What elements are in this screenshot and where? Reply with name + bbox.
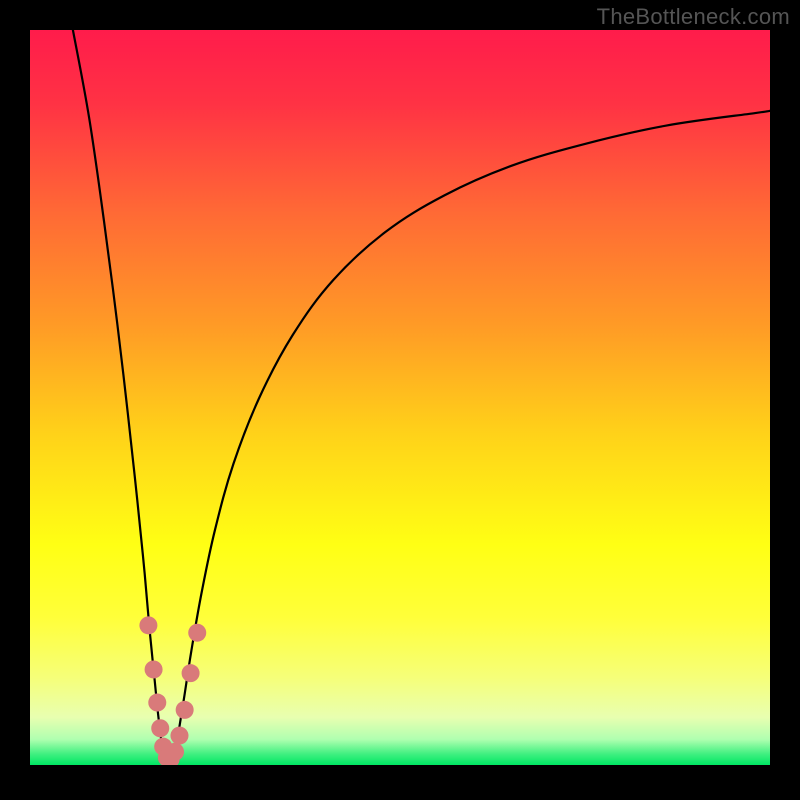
- data-marker: [182, 664, 200, 682]
- data-marker: [188, 624, 206, 642]
- watermark-text: TheBottleneck.com: [597, 4, 790, 30]
- bottleneck-chart: [0, 0, 800, 800]
- plot-background: [30, 30, 770, 765]
- data-marker: [139, 616, 157, 634]
- chart-container: TheBottleneck.com: [0, 0, 800, 800]
- data-marker: [148, 694, 166, 712]
- data-marker: [176, 701, 194, 719]
- data-marker: [151, 719, 169, 737]
- data-marker: [145, 660, 163, 678]
- data-marker: [166, 743, 184, 761]
- data-marker: [170, 727, 188, 745]
